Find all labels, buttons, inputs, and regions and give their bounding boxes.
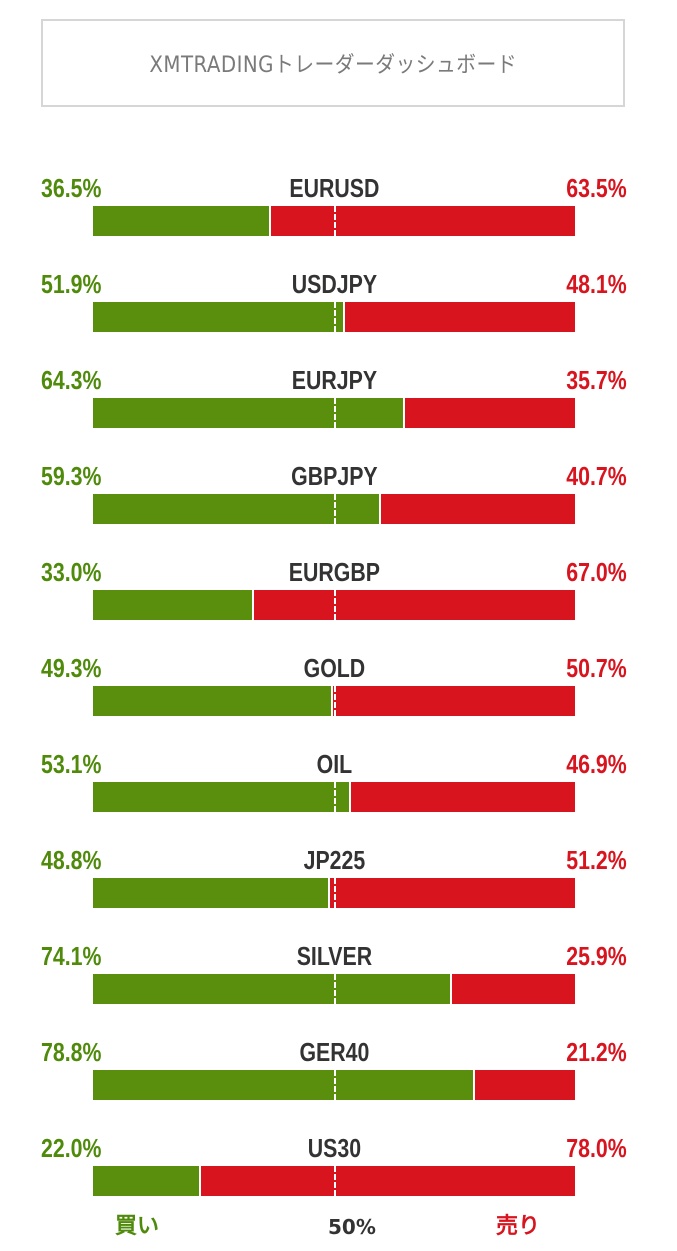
sentiment-bar [93,1166,575,1196]
buy-percent-label: 33.0% [41,557,102,587]
buy-bar-segment [93,686,331,716]
buy-bar-segment [93,398,403,428]
sentiment-bar [93,302,575,332]
sell-percent-label: 67.0% [566,557,627,587]
buy-percent-label: 53.1% [41,749,102,779]
buy-percent-label: 64.3% [41,365,102,395]
sentiment-bar [93,494,575,524]
sentiment-bar [93,590,575,620]
sentiment-bar [93,206,575,236]
buy-bar-segment [93,974,450,1004]
sell-percent-label: 63.5% [566,173,627,203]
sentiment-row: 49.3% GOLD 50.7% [0,649,677,745]
sentiment-row: 53.1% OIL 46.9% [0,745,677,841]
buy-percent-label: 36.5% [41,173,102,203]
sentiment-bar [93,974,575,1004]
sell-percent-label: 40.7% [566,461,627,491]
buy-bar-segment [93,590,252,620]
midpoint-dashed-line [334,206,336,236]
midpoint-dashed-line [334,494,336,524]
buy-bar-segment [93,1070,473,1100]
symbol-label: JP225 [303,845,366,875]
buy-bar-segment [93,206,269,236]
buy-percent-label: 22.0% [41,1133,102,1163]
buy-bar-segment [93,782,349,812]
sell-percent-label: 78.0% [566,1133,627,1163]
midpoint-dashed-line [334,1166,336,1196]
buy-percent-label: 74.1% [41,941,102,971]
sentiment-bar [93,878,575,908]
sentiment-row: 59.3% GBPJPY 40.7% [0,457,677,553]
midpoint-dashed-line [334,1070,336,1100]
bar-segment-divider [450,974,452,1004]
sentiment-row: 33.0% EURGBP 67.0% [0,553,677,649]
sell-percent-label: 48.1% [566,269,627,299]
bar-segment-divider [252,590,254,620]
sentiment-row: 22.0% US30 78.0% [0,1129,677,1225]
sentiment-bar [93,398,575,428]
bar-segment-divider [473,1070,475,1100]
bar-segment-divider [403,398,405,428]
sentiment-bar [93,782,575,812]
buy-bar-segment [93,302,343,332]
symbol-label: OIL [316,749,353,779]
bar-segment-divider [269,206,271,236]
buy-percent-label: 59.3% [41,461,102,491]
sentiment-row: 51.9% USDJPY 48.1% [0,265,677,361]
sell-percent-label: 21.2% [566,1037,627,1067]
bar-segment-divider [199,1166,201,1196]
buy-percent-label: 51.9% [41,269,102,299]
midpoint-dashed-line [334,878,336,908]
sentiment-row: 64.3% EURJPY 35.7% [0,361,677,457]
symbol-label: EURJPY [291,365,378,395]
midpoint-dashed-line [334,782,336,812]
buy-bar-segment [93,494,379,524]
sell-percent-label: 46.9% [566,749,627,779]
sentiment-bar [93,686,575,716]
legend-sell-label: 売り [496,1214,541,1239]
sell-percent-label: 50.7% [566,653,627,683]
sell-percent-label: 51.2% [566,845,627,875]
sell-percent-label: 35.7% [566,365,627,395]
sentiment-row: 48.8% JP225 51.2% [0,841,677,937]
symbol-label: GOLD [303,653,366,683]
symbol-label: USDJPY [291,269,378,299]
buy-bar-segment [93,878,328,908]
midpoint-dashed-line [334,686,336,716]
legend-midpoint-label: 50% [328,1215,376,1239]
buy-percent-label: 49.3% [41,653,102,683]
symbol-label: US30 [307,1133,362,1163]
buy-percent-label: 48.8% [41,845,102,875]
symbol-label: SILVER [296,941,373,971]
legend-buy-label: 買い [115,1214,160,1239]
symbol-label: GBPJPY [291,461,378,491]
buy-percent-label: 78.8% [41,1037,102,1067]
bar-segment-divider [379,494,381,524]
bar-segment-divider [328,878,330,908]
dashboard-title-box: XMTRADINGトレーダーダッシュボード [41,19,625,107]
sell-percent-label: 25.9% [566,941,627,971]
symbol-label: EURGBP [288,557,381,587]
symbol-label: EURUSD [289,173,380,203]
dashboard-title: XMTRADINGトレーダーダッシュボード [149,53,517,78]
sentiment-row: 36.5% EURUSD 63.5% [0,169,677,265]
buy-bar-segment [93,1166,199,1196]
sentiment-row: 74.1% SILVER 25.9% [0,937,677,1033]
bar-segment-divider [349,782,351,812]
midpoint-dashed-line [334,590,336,620]
bar-segment-divider [331,686,333,716]
sentiment-bar [93,1070,575,1100]
midpoint-dashed-line [334,974,336,1004]
symbol-label: GER40 [299,1037,370,1067]
midpoint-dashed-line [334,398,336,428]
midpoint-dashed-line [334,302,336,332]
sentiment-row: 78.8% GER40 21.2% [0,1033,677,1129]
bar-segment-divider [343,302,345,332]
